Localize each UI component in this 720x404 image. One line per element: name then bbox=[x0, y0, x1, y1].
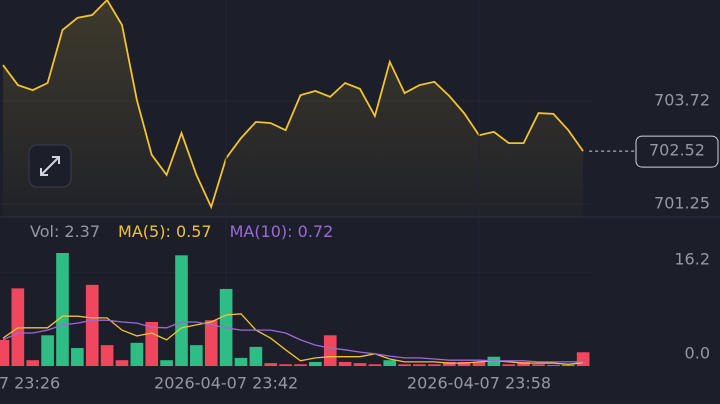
volume-bar bbox=[383, 360, 397, 366]
volume-bar bbox=[561, 364, 575, 366]
volume-bar bbox=[279, 364, 292, 366]
volume-bar bbox=[56, 253, 69, 366]
volume-legend: Vol: 2.37 MA(5): 0.57 MA(10): 0.72 bbox=[30, 222, 333, 241]
volume-bar bbox=[353, 363, 367, 366]
volume-bar bbox=[234, 357, 248, 366]
volume-bar bbox=[398, 364, 411, 366]
volume-bar bbox=[41, 335, 54, 366]
last-price-box bbox=[635, 135, 719, 168]
price-area bbox=[2, 0, 584, 217]
volume-bar bbox=[204, 320, 218, 366]
last-price-label: 702.52 bbox=[649, 141, 705, 160]
volume-bar bbox=[442, 361, 456, 366]
volume-bar bbox=[428, 364, 441, 366]
legend-entry: MA(10): 0.72 bbox=[230, 222, 334, 241]
volume-bar bbox=[309, 361, 322, 366]
volume-bar bbox=[547, 364, 560, 366]
volume-bar bbox=[368, 364, 382, 366]
ma-line bbox=[2, 313, 584, 365]
x-tick-label: 2026-04-07 23:26 bbox=[0, 374, 60, 393]
volume-bar bbox=[145, 321, 159, 366]
volume-bar bbox=[576, 352, 590, 366]
y-tick-label: 16.2 bbox=[674, 250, 710, 269]
y-tick-label: 701.25 bbox=[654, 194, 710, 213]
volume-bar bbox=[532, 364, 545, 366]
volume-bar bbox=[26, 360, 40, 366]
volume-bar bbox=[294, 364, 307, 366]
volume-bar bbox=[338, 361, 352, 366]
volume-bar bbox=[264, 363, 278, 366]
volume-bar bbox=[472, 361, 486, 366]
plot-layer: 703.72 701.25 702.52 2026-04-07 23:26 2026-0… bbox=[0, 0, 719, 393]
x-tick-label: 2026-04-07 23:58 bbox=[407, 374, 551, 393]
volume-bar bbox=[0, 339, 10, 366]
expand-icon[interactable] bbox=[40, 156, 60, 176]
price-line bbox=[2, 0, 584, 210]
volume-bar bbox=[160, 360, 173, 366]
volume-bar bbox=[517, 361, 530, 366]
x-tick-label: 2026-04-07 23:42 bbox=[154, 374, 298, 393]
volume-bar bbox=[413, 364, 426, 366]
volume-bar bbox=[457, 361, 471, 366]
volume-bar bbox=[249, 346, 263, 366]
volume-bar bbox=[115, 360, 129, 366]
legend-entry: MA(5): 0.57 bbox=[118, 222, 212, 241]
y-tick-label: 703.72 bbox=[654, 90, 710, 109]
volume-bar bbox=[175, 255, 188, 366]
volume-bar bbox=[130, 342, 144, 366]
volume-bar bbox=[71, 348, 84, 366]
volume-bar bbox=[502, 364, 516, 366]
expand-button[interactable] bbox=[28, 144, 72, 188]
volume-bar bbox=[85, 284, 99, 366]
ma-line bbox=[2, 319, 584, 363]
volume-bar bbox=[190, 345, 203, 366]
volume-bar bbox=[100, 345, 114, 366]
volume-bar bbox=[323, 335, 337, 366]
legend-entry: Vol: 2.37 bbox=[30, 222, 100, 241]
y-tick-label: 0.0 bbox=[685, 344, 710, 363]
